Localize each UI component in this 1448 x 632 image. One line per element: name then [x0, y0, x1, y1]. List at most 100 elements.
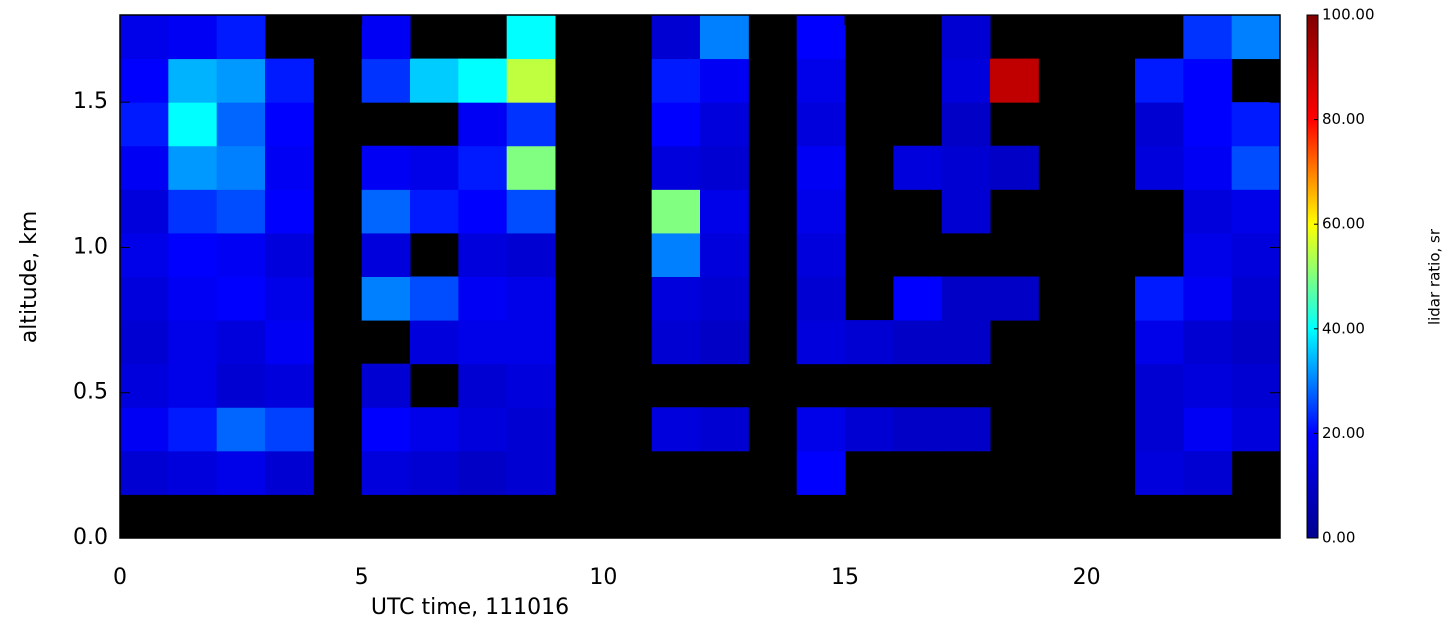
x-tick-label: 15	[831, 565, 859, 590]
heatmap-cell	[216, 363, 266, 408]
heatmap-cell	[120, 145, 169, 190]
heatmap-cell	[700, 102, 749, 147]
heatmap-cell	[410, 450, 459, 495]
heatmap-cell	[1135, 320, 1184, 365]
heatmap-cell	[796, 58, 846, 103]
heatmap-cell	[216, 58, 266, 103]
heatmap-cell	[120, 189, 169, 234]
heatmap-cell	[361, 450, 411, 495]
heatmap-cell	[941, 407, 991, 452]
heatmap-cell	[168, 15, 218, 60]
heatmap-cell	[845, 320, 894, 365]
heatmap-cell	[941, 58, 991, 103]
heatmap-cell	[651, 15, 701, 60]
heatmap-cell	[700, 320, 749, 365]
heatmap-cell	[168, 320, 218, 365]
heatmap-cell	[941, 276, 991, 321]
y-axis-label: altitude, km	[17, 211, 42, 344]
heatmap-cell	[168, 145, 218, 190]
colorbar	[1306, 14, 1319, 539]
x-axis-label: UTC time, 111016	[371, 595, 569, 620]
heatmap-cell	[941, 320, 991, 365]
heatmap-cell	[361, 276, 411, 321]
heatmap-cell	[506, 450, 556, 495]
heatmap-cell	[700, 407, 749, 452]
y-tick-label: 1.0	[73, 234, 108, 259]
heatmap-cell	[990, 276, 1039, 321]
heatmap-cell	[168, 232, 218, 277]
colorbar-tick-label: 0.00	[1322, 529, 1355, 547]
heatmap-cell	[1135, 102, 1184, 147]
x-tick-label: 20	[1073, 565, 1101, 590]
heatmap-cell	[361, 232, 411, 277]
heatmap-cell	[216, 276, 266, 321]
heatmap-cell	[506, 276, 556, 321]
heatmap-cell	[458, 320, 508, 365]
heatmap-cell	[120, 15, 169, 60]
heatmap-cell	[168, 102, 218, 147]
colorbar-label: lidar ratio, sr	[1426, 228, 1444, 325]
heatmap-cell	[458, 363, 508, 408]
heatmap-cell	[651, 58, 701, 103]
heatmap-cell	[506, 320, 556, 365]
heatmap-cell	[845, 407, 894, 452]
heatmap-cell	[458, 58, 508, 103]
heatmap-cell	[1231, 232, 1281, 277]
heatmap-cell	[216, 407, 266, 452]
heatmap-cell	[265, 276, 314, 321]
plot-frame	[119, 14, 1281, 539]
heatmap-cell	[120, 407, 169, 452]
heatmap-cell	[893, 145, 943, 190]
heatmap-cell	[410, 407, 459, 452]
heatmap-cell	[796, 450, 846, 495]
colorbar-tick-label: 20.00	[1322, 424, 1365, 442]
y-tick-label: 0.0	[73, 525, 108, 550]
heatmap-cell	[796, 189, 846, 234]
heatmap-cell	[410, 145, 459, 190]
heatmap-cell	[216, 145, 266, 190]
heatmap-cell	[506, 232, 556, 277]
heatmap-cell	[361, 145, 411, 190]
heatmap-cell	[458, 276, 508, 321]
heatmap-cell	[410, 276, 459, 321]
heatmap-cell	[265, 407, 314, 452]
heatmap-cell	[796, 232, 846, 277]
heatmap-cell	[1231, 145, 1281, 190]
heatmap-cell	[216, 102, 266, 147]
heatmap-cell	[1231, 320, 1281, 365]
heatmap-cell	[265, 102, 314, 147]
colorbar-tick-label: 60.00	[1322, 215, 1365, 233]
heatmap-cell	[651, 102, 701, 147]
heatmap-cell	[700, 276, 749, 321]
heatmap-cell	[361, 189, 411, 234]
heatmap-cell	[1183, 102, 1233, 147]
heatmap-cell	[458, 407, 508, 452]
heatmap-cell	[1183, 15, 1233, 60]
heatmap-cell	[1231, 15, 1281, 60]
heatmap-cell	[700, 189, 749, 234]
heatmap-cell	[796, 320, 846, 365]
heatmap-cell	[1183, 145, 1233, 190]
heatmap-cell	[796, 407, 846, 452]
heatmap-cell	[168, 189, 218, 234]
heatmap-cell	[506, 189, 556, 234]
heatmap-cell	[458, 102, 508, 147]
x-tick-label: 5	[355, 565, 369, 590]
heatmap-cell	[361, 15, 411, 60]
heatmap-cell	[1183, 232, 1233, 277]
heatmap-cell	[893, 320, 943, 365]
heatmap-cell	[796, 145, 846, 190]
heatmap-cell	[361, 58, 411, 103]
heatmap-cell	[458, 450, 508, 495]
heatmap-cell	[941, 189, 991, 234]
heatmap-cell	[458, 145, 508, 190]
heatmap-cell	[361, 407, 411, 452]
heatmap-cell	[1135, 58, 1184, 103]
heatmap-cell	[990, 145, 1039, 190]
heatmap-cell	[168, 407, 218, 452]
heatmap-cell	[651, 189, 701, 234]
heatmap-cell	[1231, 276, 1281, 321]
heatmap-cell	[458, 232, 508, 277]
heatmap-cell	[941, 145, 991, 190]
